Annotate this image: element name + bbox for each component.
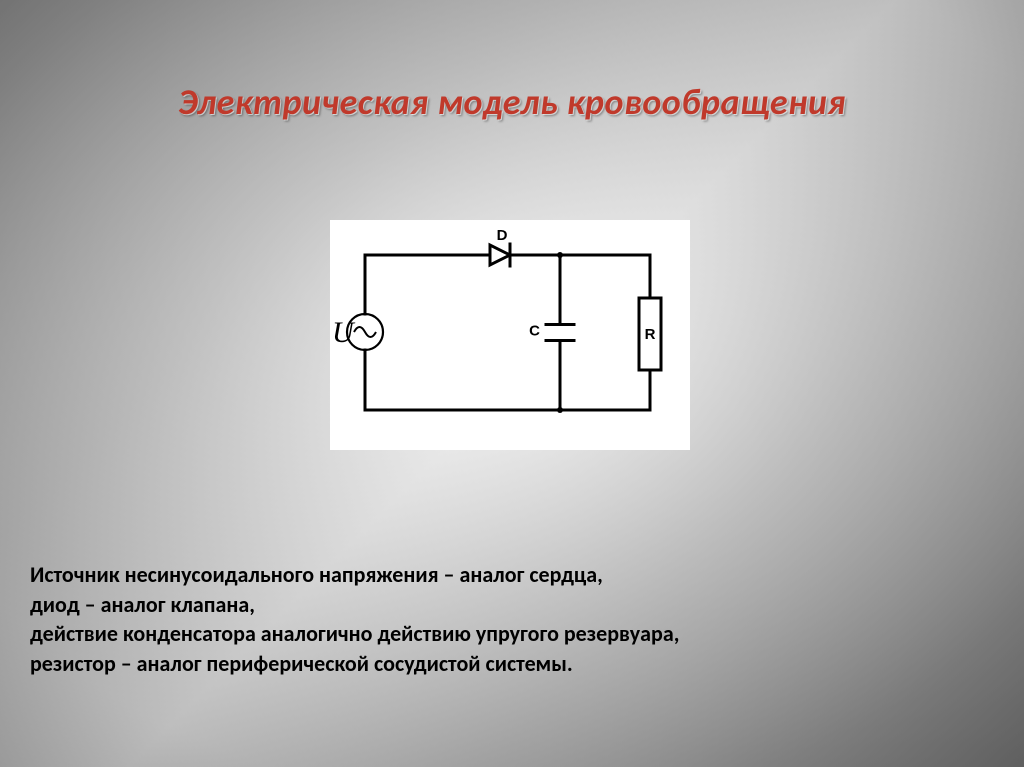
capacitor-label: C [529,323,540,340]
source-label: U [332,316,356,349]
circuit-diagram: U D C R [330,220,690,450]
diode-label: D [497,227,508,244]
circuit-svg: U D C R [330,220,690,450]
slide-title: Электрическая модель кровообращения [0,80,1024,124]
body-text-block: Источник несинусоидального напряжения – … [30,560,984,679]
body-line-1: Источник несинусоидального напряжения – … [30,561,603,588]
body-line-2: диод – аналог клапана, [30,591,255,618]
body-line-3: действие конденсатора аналогично действи… [30,620,679,647]
diode-icon [490,245,510,265]
body-line-4: резистор – аналог периферической сосудис… [30,650,573,677]
slide: Электрическая модель кровообращения U D C R… [0,0,1024,767]
resistor-label: R [645,326,656,343]
